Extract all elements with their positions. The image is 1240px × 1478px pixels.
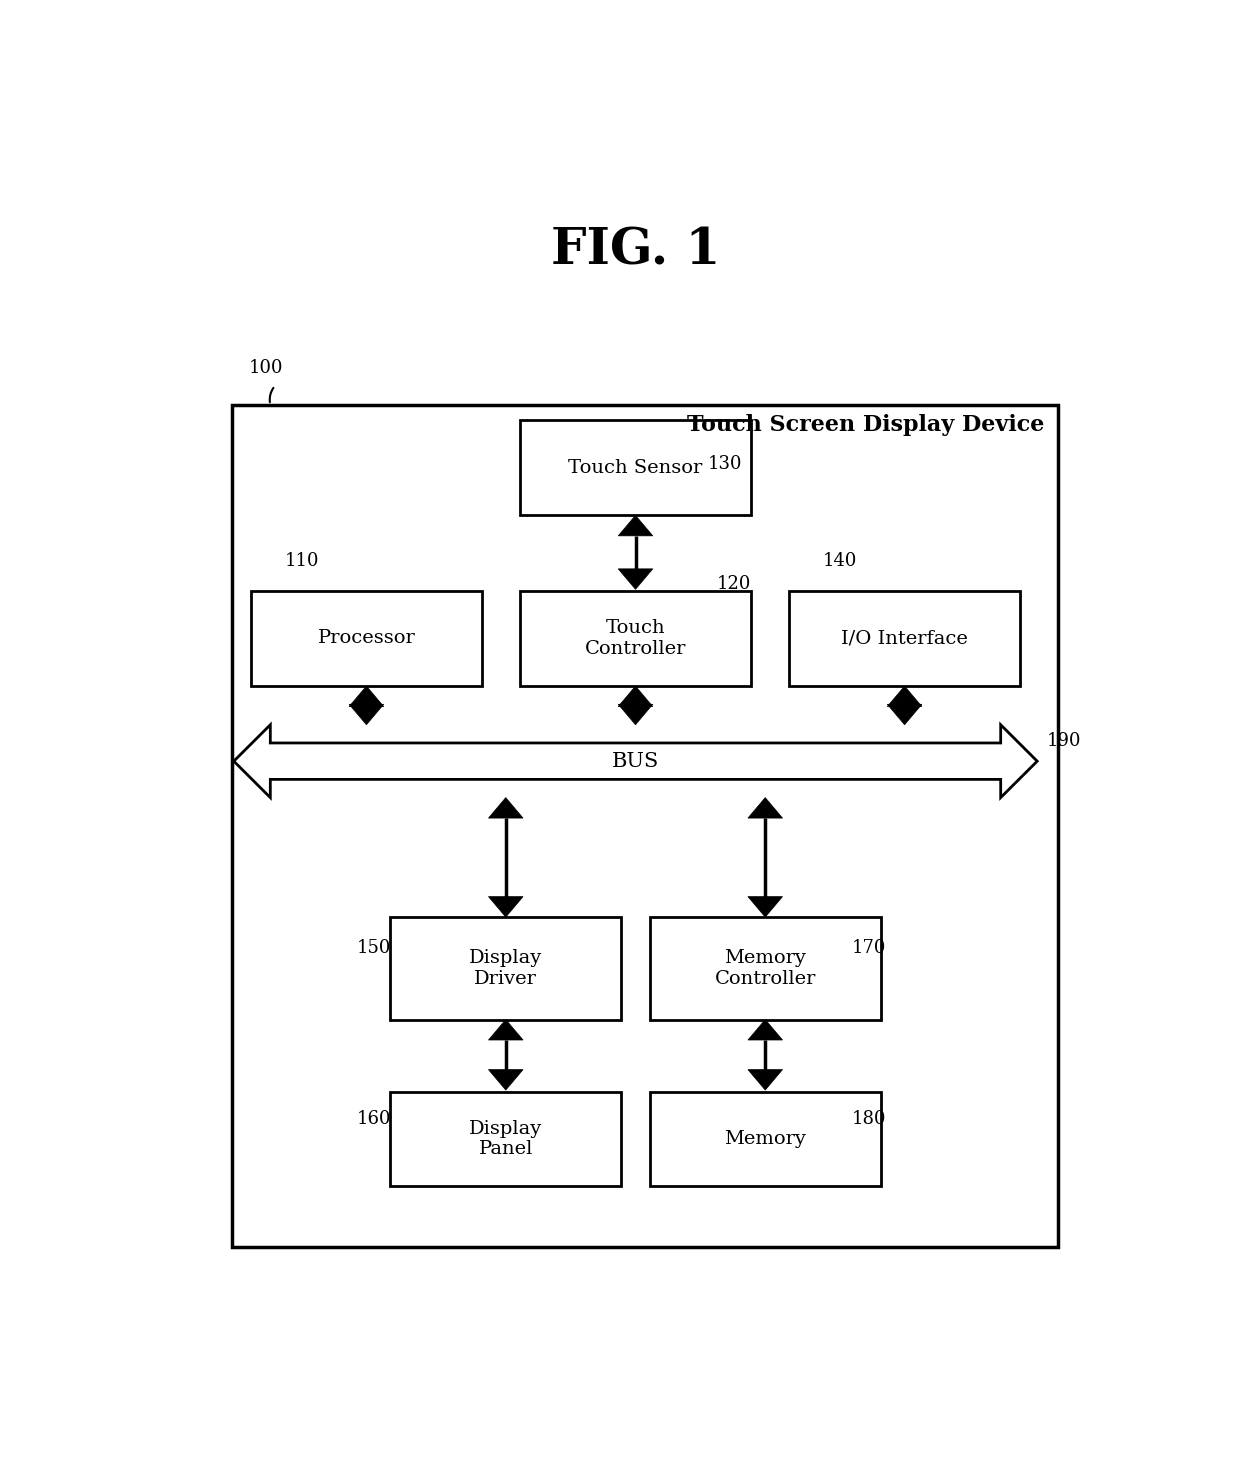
Polygon shape bbox=[619, 569, 652, 590]
Bar bbox=[250, 591, 481, 686]
Polygon shape bbox=[748, 1020, 782, 1041]
Text: Display
Driver: Display Driver bbox=[469, 949, 542, 987]
Polygon shape bbox=[888, 705, 921, 724]
Text: Memory: Memory bbox=[724, 1131, 806, 1148]
Text: 170: 170 bbox=[852, 939, 887, 956]
Polygon shape bbox=[489, 798, 523, 819]
Text: Touch
Controller: Touch Controller bbox=[585, 619, 686, 658]
Polygon shape bbox=[350, 686, 383, 706]
Text: 110: 110 bbox=[285, 551, 319, 571]
Polygon shape bbox=[748, 897, 782, 916]
Text: Touch Screen Display Device: Touch Screen Display Device bbox=[687, 414, 1044, 436]
Text: 180: 180 bbox=[852, 1110, 887, 1128]
Text: 130: 130 bbox=[708, 455, 742, 473]
Polygon shape bbox=[234, 724, 1037, 798]
Polygon shape bbox=[619, 516, 652, 537]
Polygon shape bbox=[350, 705, 383, 724]
Bar bbox=[391, 1092, 621, 1187]
Polygon shape bbox=[748, 1070, 782, 1091]
Text: 140: 140 bbox=[823, 551, 857, 571]
Bar bbox=[650, 916, 880, 1020]
Bar bbox=[391, 916, 621, 1020]
Text: 100: 100 bbox=[248, 359, 283, 377]
Text: 190: 190 bbox=[1047, 732, 1081, 749]
Text: Processor: Processor bbox=[317, 630, 415, 647]
Polygon shape bbox=[489, 897, 523, 916]
Polygon shape bbox=[619, 705, 652, 724]
Text: FIG. 1: FIG. 1 bbox=[551, 226, 720, 276]
Polygon shape bbox=[748, 798, 782, 819]
Bar bbox=[232, 405, 1059, 1247]
Text: 160: 160 bbox=[357, 1110, 392, 1128]
Bar bbox=[789, 591, 1019, 686]
Text: 120: 120 bbox=[717, 575, 751, 593]
Polygon shape bbox=[619, 686, 652, 706]
Polygon shape bbox=[888, 686, 921, 706]
Text: BUS: BUS bbox=[611, 752, 660, 770]
Text: 150: 150 bbox=[357, 939, 391, 956]
Text: I/O Interface: I/O Interface bbox=[841, 630, 968, 647]
Polygon shape bbox=[489, 1020, 523, 1041]
Bar bbox=[521, 591, 751, 686]
Polygon shape bbox=[489, 1070, 523, 1091]
Text: Display
Panel: Display Panel bbox=[469, 1120, 542, 1159]
Bar bbox=[521, 420, 751, 514]
Text: Touch Sensor: Touch Sensor bbox=[568, 458, 703, 476]
Bar bbox=[650, 1092, 880, 1187]
Text: Memory
Controller: Memory Controller bbox=[714, 949, 816, 987]
